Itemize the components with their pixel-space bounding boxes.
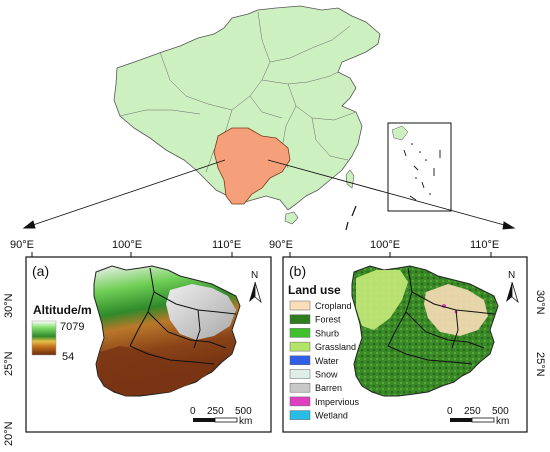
b-tick-90e: 90°E: [269, 239, 293, 251]
a-legend-min: 54: [62, 351, 74, 363]
b-legend: Land use Cropland Forest Shurb Grassland Wat…: [288, 283, 360, 421]
legend-label-cropland: Cropland: [315, 301, 352, 311]
b-tick-30n: 30°N: [534, 290, 546, 315]
study-area-southwest-china: [213, 127, 291, 205]
legend-swatch-impervious: [289, 396, 311, 407]
b-tick-100e: 100°E: [370, 239, 400, 251]
province-boundaries: [119, 11, 357, 173]
svg-text:N: N: [251, 270, 258, 281]
svg-text:0: 0: [447, 406, 453, 417]
south-china-sea-inset: [387, 122, 452, 212]
svg-text:250: 250: [207, 406, 224, 417]
legend-label-snow: Snow: [315, 370, 338, 380]
b-north-arrow: N: [506, 270, 519, 304]
b-province-lines: [387, 267, 495, 365]
a-tick-25n: 25°N: [3, 351, 15, 376]
b-grassland-area: [356, 270, 408, 330]
legend-label-wetland: Wetland: [315, 411, 348, 421]
panel-a-altitude: 90°E 100°E 110°E 30°N 25°N 20°N (a) Alti…: [3, 239, 272, 446]
svg-text:500: 500: [235, 406, 252, 417]
legend-label-impervious: Impervious: [315, 397, 360, 407]
a-basin-grey: [166, 284, 236, 340]
b-tick-110e: 110°E: [470, 239, 499, 251]
b-tick-25n: 25°N: [534, 352, 546, 377]
panel-a-label: (a): [32, 263, 49, 279]
legend-label-shurb: Shurb: [315, 328, 339, 338]
a-tick-110e: 110°E: [212, 239, 241, 251]
svg-text:500: 500: [492, 406, 509, 417]
china-outline: [113, 5, 381, 211]
legend-swatch-forest: [289, 314, 311, 324]
zoom-arrows: [22, 159, 516, 230]
legend-swatch-shurb: [289, 328, 311, 338]
altitude-colorbar: [31, 320, 57, 356]
panel-b-label: (b): [289, 263, 306, 279]
b-legend-title: Land use: [288, 283, 341, 297]
svg-text:N: N: [508, 270, 515, 281]
a-tick-90e: 90°E: [10, 239, 34, 251]
legend-label-forest: Forest: [315, 315, 341, 325]
svg-text:km: km: [239, 416, 252, 427]
legend-swatch-cropland: [289, 300, 311, 311]
a-province-lines: [129, 267, 237, 365]
legend-swatch-snow: [289, 369, 311, 379]
legend-swatch-wetland: [289, 410, 311, 420]
coastline-dashes: [345, 205, 357, 231]
panel-b-land-use: 90°E 100°E 110°E 30°N 25°N (b) Land use: [269, 239, 546, 433]
a-scale-bar: 0 250 500 km: [190, 406, 252, 427]
svg-text:250: 250: [464, 406, 481, 417]
a-tick-100e: 100°E: [112, 239, 142, 251]
b-scale-bar: 0 250 500 km: [447, 406, 509, 427]
a-lowland-brown: [98, 346, 214, 396]
taiwan-island: [345, 169, 355, 189]
legend-swatch-water: [289, 355, 311, 366]
legend-swatch-barren: [289, 382, 311, 393]
legend-label-grassland: Grassland: [315, 342, 356, 352]
a-tick-20n: 20°N: [3, 421, 15, 446]
china-overview-map: [22, 5, 516, 231]
a-tick-30n: 30°N: [3, 293, 15, 318]
a-legend-max: 7079: [60, 321, 84, 333]
a-north-arrow: N: [249, 270, 262, 304]
svg-text:0: 0: [190, 406, 196, 417]
svg-text:km: km: [496, 416, 509, 427]
hainan-island: [284, 211, 299, 225]
legend-swatch-grassland: [289, 341, 311, 352]
legend-label-barren: Barren: [315, 383, 342, 393]
legend-label-water: Water: [315, 356, 339, 366]
a-legend-title: Altitude/m: [33, 303, 92, 317]
